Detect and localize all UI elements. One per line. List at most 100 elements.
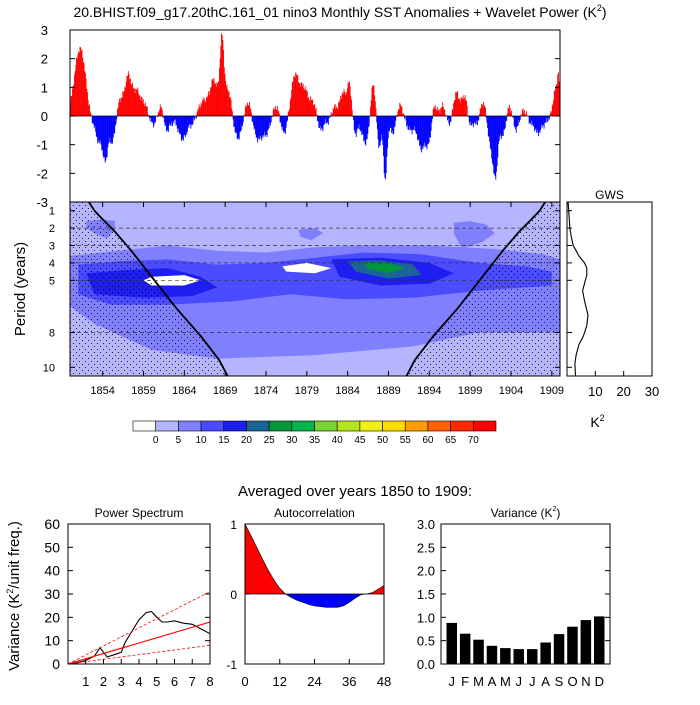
month-label: N [581, 674, 590, 689]
ac-x-tick-label: 12 [273, 674, 287, 689]
ps-y-tick-label: 10 [44, 633, 60, 649]
year-x-tick-label: 1909 [540, 385, 564, 397]
colorbar-swatch [269, 421, 292, 431]
variance-bar [594, 616, 605, 664]
colorbar-swatch [405, 421, 428, 431]
ac-title: Autocorrelation [274, 506, 355, 520]
sst-anomaly-bar [485, 108, 486, 116]
ps-title: Power Spectrum [95, 506, 184, 520]
sst-anomaly-bar [526, 111, 527, 116]
colorbar-swatch [451, 421, 474, 431]
ps-y-axis-label: Variance (K2/unit freq.) [5, 521, 23, 671]
sst-anomaly-bar [520, 116, 521, 120]
colorbar-label: 50 [377, 435, 389, 446]
year-x-tick-label: 1869 [213, 385, 237, 397]
sst-y-tick-label: 2 [41, 52, 48, 67]
colorbar-label: 20 [241, 435, 253, 446]
ps-x-tick-label: 1 [82, 674, 89, 689]
ac-x-tick-label: 0 [241, 674, 248, 689]
colorbar-swatch [133, 421, 156, 431]
colorbar-label: 10 [195, 435, 207, 446]
sst-y-tick-label: 1 [41, 80, 48, 95]
variance-bar [447, 623, 458, 664]
colorbar-swatch [246, 421, 269, 431]
month-label: S [555, 674, 564, 689]
sst-anomaly-bar [232, 111, 233, 116]
sst-anomaly-bar [155, 116, 156, 122]
ps-x-tick-label: 8 [206, 674, 213, 689]
sst-y-tick-label: 3 [41, 23, 48, 38]
ac-y-tick-label: -1 [226, 658, 237, 672]
year-x-tick-label: 1859 [131, 385, 155, 397]
wavelet-contours [70, 202, 560, 376]
ps-y-tick-label: 0 [52, 656, 60, 672]
variance-bar [567, 627, 578, 664]
month-label: A [488, 674, 497, 689]
gws-x-axis-label: K2 [590, 413, 604, 430]
month-label: M [500, 674, 511, 689]
colorbar-label: 30 [286, 435, 298, 446]
var-y-tick-label: 0.0 [417, 657, 435, 672]
sst-anomaly-bar [511, 110, 512, 116]
sst-anomaly-bar [444, 110, 445, 116]
variance-bar [527, 649, 538, 664]
colorbar-label: 40 [332, 435, 344, 446]
colorbar-swatch [224, 421, 247, 431]
period-axis-label: Period (years) [12, 242, 29, 336]
var-y-tick-label: 2.0 [417, 564, 435, 579]
variance-bar [500, 648, 511, 664]
sst-y-tick-label: 0 [41, 109, 48, 124]
sst-anomaly-bar [376, 108, 377, 116]
ac-x-tick-label: 48 [377, 674, 391, 689]
ac-x-tick-label: 36 [342, 674, 356, 689]
average-note: Averaged over years 1850 to 1909: [238, 483, 472, 500]
colorbar-label: 15 [218, 435, 230, 446]
sst-y-tick-label: -1 [36, 138, 48, 153]
variance-bar [554, 634, 565, 664]
period-y-tick-label: 10 [43, 362, 55, 374]
variance-bar [487, 646, 498, 664]
sst-anomaly-bar [369, 116, 370, 126]
period-y-tick-label: 3 [49, 241, 55, 253]
period-y-tick-label: 5 [49, 275, 55, 287]
colorbar-swatch [360, 421, 383, 431]
sst-anomaly-bar [450, 116, 451, 122]
month-label: F [461, 674, 469, 689]
year-x-tick-label: 1879 [295, 385, 319, 397]
variance-bar [473, 640, 484, 664]
year-x-tick-label: 1874 [254, 385, 278, 397]
figure-title: 20.BHIST.f09_g17.20thC.161_01 nino3 Mont… [73, 3, 606, 20]
year-x-tick-label: 1864 [172, 385, 196, 397]
sst-anomaly-bar [549, 116, 550, 119]
colorbar-label: 0 [153, 435, 159, 446]
sst-anomaly-bar [251, 113, 252, 116]
month-label: O [567, 674, 577, 689]
ps-y-tick-label: 30 [44, 586, 60, 602]
sst-anomaly-bar [116, 116, 117, 119]
sst-anomaly-bar [287, 116, 288, 120]
variance-bar [581, 620, 592, 664]
colorbar-label: 45 [354, 435, 366, 446]
sst-anomaly-bar [162, 110, 163, 116]
year-x-tick-label: 1854 [90, 385, 114, 397]
month-label: J [529, 674, 536, 689]
sst-anomaly-bar [467, 106, 468, 116]
gws-plot-frame [567, 202, 652, 376]
var-y-tick-label: 1.0 [417, 610, 435, 625]
ac-x-tick-label: 24 [307, 674, 321, 689]
var-title: Variance (K2) [491, 506, 561, 520]
colorbar-label: 35 [309, 435, 321, 446]
ps-y-tick-label: 40 [44, 563, 60, 579]
colorbar-label: 70 [468, 435, 480, 446]
ps-x-tick-label: 5 [153, 674, 160, 689]
ps-y-tick-label: 50 [44, 539, 60, 555]
sst-anomaly-bar [243, 116, 244, 122]
colorbar-label: 65 [445, 435, 457, 446]
